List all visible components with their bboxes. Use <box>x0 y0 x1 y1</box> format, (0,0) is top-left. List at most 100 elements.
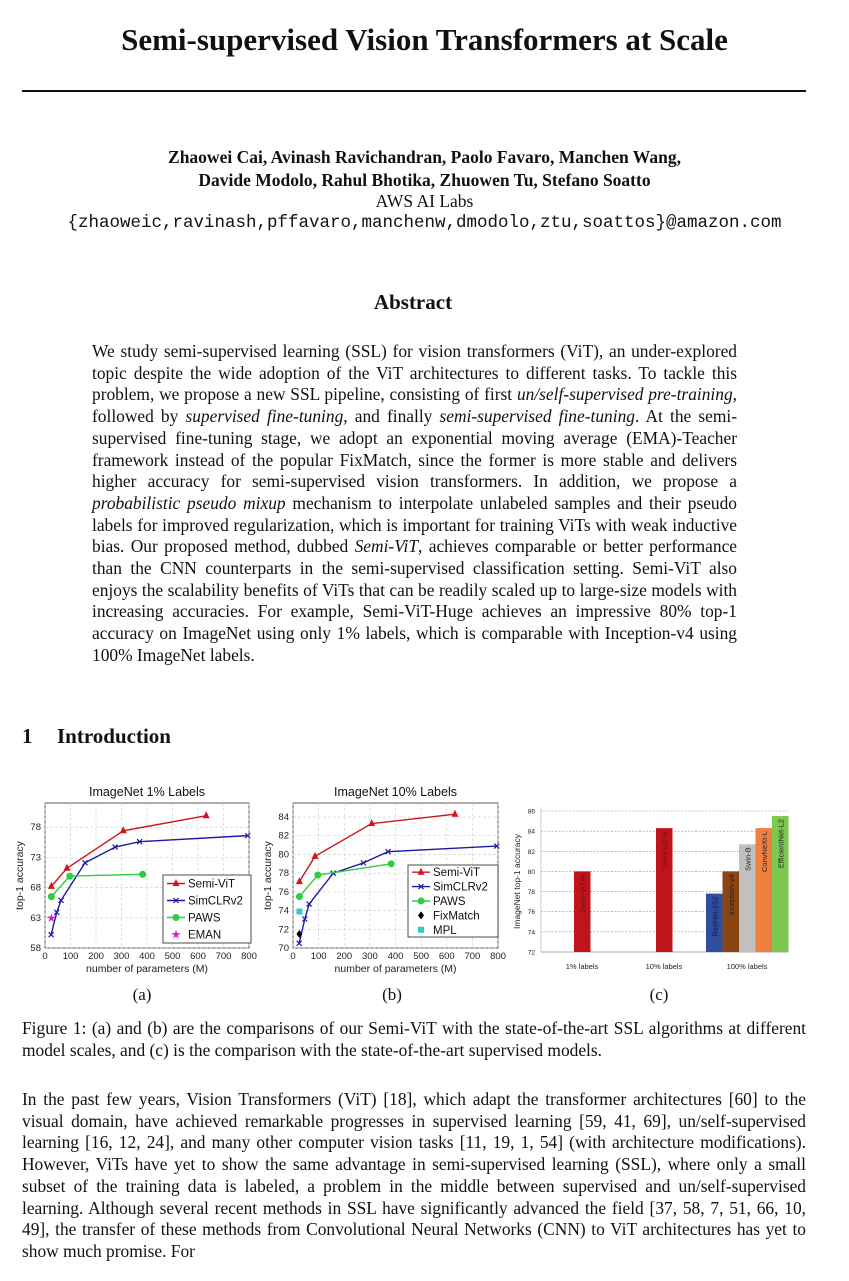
series-line-semi-vit <box>298 813 456 882</box>
y-tick-label: 86 <box>528 809 536 816</box>
x-axis-label: number of parameters (M) <box>335 963 457 975</box>
legend-marker <box>418 883 424 890</box>
bar-convnext-l <box>755 828 772 952</box>
legend-label: MPL <box>433 925 457 937</box>
legend-label: SimCLRv2 <box>433 882 488 894</box>
data-point-simclrv2 <box>136 838 143 845</box>
abstract-emphasis: semi-supervised fine-tuning <box>439 406 635 427</box>
abstract-emphasis: probabilistic pseudo mixup <box>92 492 286 513</box>
x-tick-label: 200 <box>336 951 352 962</box>
data-point-paws <box>66 872 74 880</box>
x-tick-label: 0 <box>290 951 295 962</box>
y-tick-label: 68 <box>30 883 41 894</box>
data-point-simclrv2 <box>301 916 308 922</box>
data-point-paws <box>295 893 303 901</box>
y-tick-label: 76 <box>528 909 536 916</box>
legend-marker <box>418 911 424 920</box>
abstract-heading: Abstract <box>373 290 453 314</box>
abstract-text: We study semi-supervised learning (SSL) … <box>92 341 737 405</box>
x-tick-label: 700 <box>464 951 480 962</box>
paper-title: Semi-supervised Vision Transformers at S… <box>121 22 728 57</box>
x-tick-label: 300 <box>114 951 130 962</box>
x-tick-label: 300 <box>362 951 378 962</box>
abstract-text: , achieves comparable or better performa… <box>92 536 738 665</box>
data-point-paws <box>139 870 147 878</box>
y-axis-label: top-1 accuracy <box>14 840 26 910</box>
data-point-semi-vit <box>63 863 71 871</box>
data-point-semi-vit <box>202 811 210 819</box>
data-point-simclrv2 <box>493 843 500 849</box>
y-axis-label: top-1 accuracy <box>262 840 274 910</box>
bar-label: Semi-ViT-H <box>660 831 669 869</box>
series-line-semi-vit <box>50 814 207 887</box>
legend-marker <box>172 914 180 921</box>
data-point-simclrv2 <box>53 909 60 916</box>
legend-label: SimCLRv2 <box>188 896 243 908</box>
legend-label: PAWS <box>188 913 221 925</box>
y-tick-label: 82 <box>528 849 536 856</box>
bar-semi-vit-h <box>574 871 591 952</box>
authors-line-2: Davide Modolo, Rahul Bhotika, Zhuowen Tu… <box>198 170 651 190</box>
x-tick-label: 800 <box>241 951 257 962</box>
title-rule <box>22 90 806 92</box>
data-point-semi-vit <box>451 809 459 817</box>
y-tick-label: 84 <box>528 829 536 836</box>
data-point-paws <box>314 871 322 879</box>
bar-label: Swin-B <box>743 847 752 871</box>
y-tick-label: 82 <box>278 831 289 842</box>
data-point-semi-vit <box>47 881 55 889</box>
section-heading-introduction: 1 Introduction <box>22 724 171 749</box>
legend-label: PAWS <box>433 896 466 908</box>
legend-label: FixMatch <box>433 910 480 922</box>
y-tick-label: 76 <box>278 887 289 898</box>
bar-label: ConvNeXt-L <box>760 831 769 872</box>
subfigure-label-a: (a) <box>132 985 152 1004</box>
bar-label: Semi-ViT-H <box>578 874 587 912</box>
y-tick-label: 72 <box>528 950 536 957</box>
author-emails: {zhaoweic,ravinash,pffavaro,manchenw,dmo… <box>67 213 782 233</box>
abstract-body: We study semi-supervised learning (SSL) … <box>92 341 737 667</box>
abstract-text: , followed by <box>92 384 737 427</box>
data-point-simclrv2 <box>82 859 88 866</box>
data-point-simclrv2 <box>48 931 55 938</box>
data-point-simclrv2 <box>306 901 313 907</box>
data-point-paws <box>387 860 395 868</box>
y-axis-label: ImageNet top-1 accuracy <box>512 833 522 929</box>
bar-swin-b <box>739 844 756 952</box>
bar-semi-vit-h <box>656 828 673 952</box>
category-label: 1% labels <box>566 962 599 971</box>
data-point-semi-vit <box>311 851 319 859</box>
y-tick-label: 63 <box>30 913 41 924</box>
x-tick-label: 200 <box>88 951 104 962</box>
x-tick-label: 600 <box>439 951 455 962</box>
y-tick-label: 78 <box>528 889 536 896</box>
x-tick-label: 100 <box>311 951 327 962</box>
data-point-fixmatch <box>296 929 303 938</box>
legend-marker <box>172 879 180 886</box>
abstract-emphasis: un/self-supervised pre-training <box>516 384 733 405</box>
legend-marker <box>417 867 425 875</box>
data-point-simclrv2 <box>244 832 251 839</box>
x-axis-label: number of parameters (M) <box>86 963 208 975</box>
legend-box <box>162 874 252 944</box>
abstract-emphasis: Semi-ViT <box>354 536 419 557</box>
authors-line-1: Zhaowei Cai, Avinash Ravichandran, Paolo… <box>168 147 681 167</box>
legend-marker: ★ <box>171 928 182 942</box>
bar-label: ResNet-152 <box>710 897 719 937</box>
bar-inception-v4 <box>722 871 739 952</box>
x-tick-label: 400 <box>139 951 155 962</box>
x-tick-label: 500 <box>413 951 429 962</box>
abstract-emphasis: supervised fine-tuning <box>185 406 344 427</box>
y-tick-label: 78 <box>278 868 289 879</box>
chart-title: ImageNet 10% Labels <box>334 785 457 799</box>
legend-marker <box>417 897 425 905</box>
legend-label: EMAN <box>188 930 221 942</box>
y-tick-label: 78 <box>30 822 41 833</box>
data-point-simclrv2 <box>58 897 64 904</box>
chart-imagenet-1pct: 0 100 200 300 400 500 600 700 800 58 63 68 73 78 Image… <box>14 785 257 975</box>
y-tick-label: 80 <box>278 849 289 860</box>
y-tick-label: 58 <box>30 943 41 954</box>
category-label: 100% labels <box>727 962 768 971</box>
subfigure-label-c: (c) <box>649 985 669 1004</box>
y-tick-label: 74 <box>528 929 536 936</box>
